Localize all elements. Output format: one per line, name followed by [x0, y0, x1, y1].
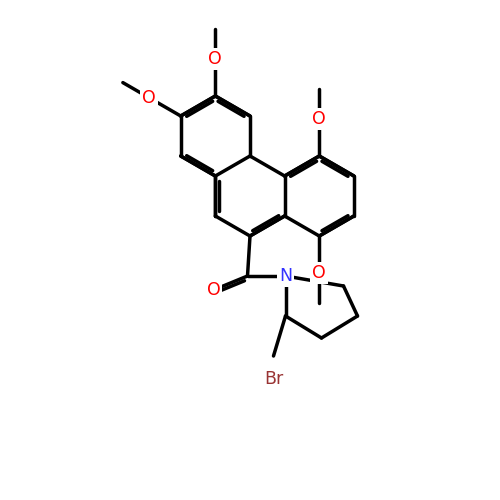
Text: O: O	[312, 110, 326, 128]
Text: O: O	[206, 281, 220, 299]
Text: Br: Br	[264, 370, 283, 388]
Text: O: O	[142, 88, 156, 106]
Text: O: O	[208, 50, 222, 68]
Text: O: O	[312, 264, 326, 282]
Text: N: N	[279, 267, 292, 285]
